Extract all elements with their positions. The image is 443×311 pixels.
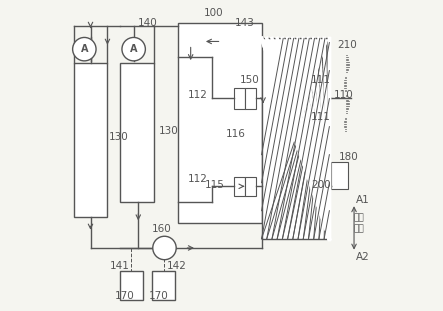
FancyBboxPatch shape bbox=[245, 177, 256, 196]
Text: 140: 140 bbox=[138, 18, 157, 28]
Circle shape bbox=[73, 37, 96, 61]
FancyBboxPatch shape bbox=[234, 88, 245, 109]
FancyBboxPatch shape bbox=[261, 38, 330, 239]
Circle shape bbox=[122, 37, 145, 61]
Text: 130: 130 bbox=[158, 126, 178, 136]
Text: 143: 143 bbox=[235, 18, 255, 28]
Text: A1: A1 bbox=[356, 195, 369, 205]
Text: 111: 111 bbox=[311, 75, 331, 85]
Text: 110: 110 bbox=[334, 91, 354, 100]
Text: 142: 142 bbox=[167, 261, 187, 271]
Text: 150: 150 bbox=[239, 75, 259, 85]
Text: 170: 170 bbox=[148, 291, 168, 301]
FancyBboxPatch shape bbox=[179, 23, 261, 223]
Text: 112: 112 bbox=[188, 91, 208, 100]
FancyBboxPatch shape bbox=[74, 63, 108, 217]
FancyBboxPatch shape bbox=[152, 271, 175, 300]
Text: 115: 115 bbox=[205, 180, 225, 190]
Text: 141: 141 bbox=[110, 261, 130, 271]
FancyBboxPatch shape bbox=[120, 63, 154, 202]
Text: A: A bbox=[130, 44, 137, 54]
Text: 112: 112 bbox=[188, 174, 208, 183]
Text: 130: 130 bbox=[109, 132, 129, 142]
FancyBboxPatch shape bbox=[245, 88, 256, 109]
Text: 170: 170 bbox=[115, 291, 134, 301]
Text: 111: 111 bbox=[311, 112, 331, 122]
Text: 210: 210 bbox=[337, 39, 357, 49]
Text: 第一
方向: 第一 方向 bbox=[354, 214, 364, 233]
Text: 200: 200 bbox=[311, 180, 331, 190]
Text: 100: 100 bbox=[204, 7, 224, 17]
FancyBboxPatch shape bbox=[120, 271, 143, 300]
Text: A2: A2 bbox=[356, 252, 369, 262]
Text: 116: 116 bbox=[226, 129, 246, 139]
FancyBboxPatch shape bbox=[234, 177, 245, 196]
Text: A: A bbox=[81, 44, 88, 54]
Text: 180: 180 bbox=[338, 152, 358, 162]
FancyBboxPatch shape bbox=[331, 162, 348, 189]
Text: 160: 160 bbox=[152, 225, 171, 234]
Circle shape bbox=[153, 236, 176, 260]
